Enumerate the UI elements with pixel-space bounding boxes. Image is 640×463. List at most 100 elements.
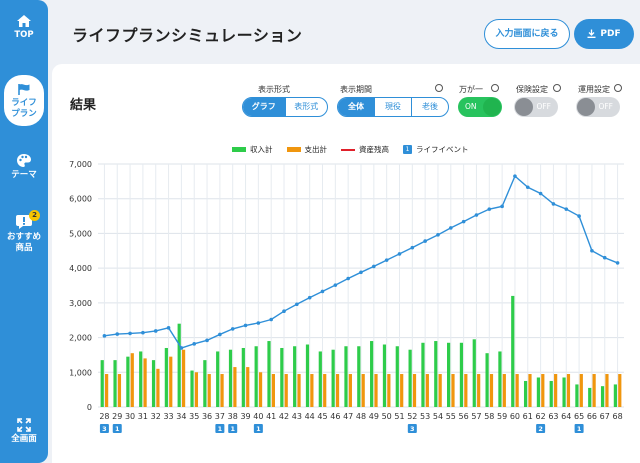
income-bar (305, 344, 310, 407)
income-bar (126, 356, 130, 407)
legend-swatch (286, 147, 301, 152)
x-tick-label: 65 (574, 412, 584, 421)
sidebar-item-fullscreen[interactable]: 全画面 (0, 418, 48, 445)
expense-bar (117, 374, 122, 407)
x-tick-label: 59 (497, 412, 507, 421)
format-graph-option[interactable]: グラフ (243, 98, 285, 116)
legend-expense[interactable]: 支出計 (286, 144, 327, 155)
life-event-marker[interactable] (574, 424, 584, 433)
assets-point (384, 258, 389, 262)
assets-point (397, 252, 402, 256)
income-bar (357, 346, 361, 407)
expense-bar (361, 374, 365, 407)
income-bar (511, 295, 515, 407)
life-event-marker[interactable] (112, 424, 122, 433)
y-tick-label: 6,000 (69, 195, 92, 204)
sidebar-item-theme[interactable]: テーマ (0, 153, 48, 181)
x-tick-label: 38 (228, 412, 238, 421)
emergency-toggle[interactable]: ON (458, 97, 502, 117)
toggle-knob (577, 98, 595, 116)
income-bar (139, 351, 143, 407)
expense-bar (105, 374, 109, 407)
expense-bar (579, 374, 583, 407)
assets-point (269, 317, 273, 322)
settings-gear-icon[interactable] (614, 84, 622, 92)
assets-point (141, 330, 145, 335)
assets-point (551, 202, 556, 206)
assets-point (115, 332, 120, 336)
income-bar (523, 380, 528, 407)
x-tick-label: 30 (125, 412, 135, 421)
assets-point (218, 332, 222, 337)
x-tick-label: 61 (523, 412, 533, 421)
x-tick-label: 42 (279, 412, 289, 421)
period-working-option[interactable]: 現役 (374, 98, 411, 116)
assets-point (256, 321, 261, 325)
income-bar (254, 346, 258, 407)
life-event-marker[interactable] (99, 424, 109, 433)
legend-assets[interactable]: 資産残高 (341, 144, 389, 155)
income-bar (421, 342, 425, 407)
y-tick-label: 4,000 (69, 264, 92, 273)
expense-bar (310, 374, 314, 407)
pdf-button-label: PDF (600, 29, 621, 39)
assets-point (230, 327, 235, 331)
sidebar-item-top[interactable]: TOP (0, 14, 48, 41)
income-bar (613, 384, 617, 407)
sidebar-item-label: ライフ プラン (11, 98, 37, 119)
settings-gear-icon[interactable] (435, 84, 443, 92)
life-event-marker[interactable] (228, 424, 238, 433)
assets-point (487, 207, 492, 211)
format-table-option[interactable]: 表形式 (284, 98, 328, 116)
life-event-marker[interactable] (536, 424, 546, 433)
income-bar (459, 342, 464, 407)
pdf-button[interactable]: PDF (574, 19, 634, 49)
expense-bar (592, 374, 596, 407)
result-title: 結果 (70, 98, 97, 113)
emergency-label: 万が一 (459, 85, 483, 94)
life-event-marker[interactable] (407, 424, 417, 433)
legend-income[interactable]: 収入計 (232, 144, 273, 155)
assets-point (192, 342, 197, 346)
expense-bar (605, 374, 609, 407)
life-event-count: 3 (410, 425, 415, 433)
income-bar (113, 360, 117, 407)
sidebar-item-label: おすすめ 商品 (6, 232, 41, 253)
chart-legend: 収入計 支出計 資産残高 1 ライフイベント (232, 144, 469, 155)
insurance-toggle[interactable]: OFF (514, 97, 558, 117)
income-bar (344, 346, 348, 407)
y-tick-label: 2,000 (69, 334, 92, 343)
legend-swatch (341, 148, 355, 151)
x-tick-label: 51 (394, 412, 404, 421)
income-bar (228, 349, 233, 407)
sidebar-item-lifeplan[interactable]: ライフ プラン (4, 75, 44, 126)
income-bar (536, 377, 541, 407)
settings-gear-icon[interactable] (491, 84, 499, 92)
assets-point (500, 204, 504, 209)
assets-point (474, 213, 479, 217)
income-bar (241, 347, 245, 407)
legend-event[interactable]: 1 ライフイベント (403, 144, 469, 155)
life-event-marker[interactable] (253, 424, 263, 433)
legend-label: 資産残高 (359, 145, 389, 154)
back-to-input-button[interactable]: 入力画面に戻る (484, 19, 570, 49)
expense-bar (477, 374, 481, 407)
x-tick-label: 48 (356, 412, 366, 421)
display-format-toggle: グラフ 表形式 (242, 97, 328, 117)
life-event-marker[interactable] (215, 424, 225, 433)
expense-bar (143, 358, 147, 407)
assets-point (128, 331, 132, 336)
period-all-option[interactable]: 全体 (338, 98, 374, 116)
income-bar (588, 387, 592, 407)
income-bar (575, 384, 579, 407)
assets-point (205, 338, 209, 343)
expense-bar (258, 372, 263, 407)
settings-gear-icon[interactable] (553, 84, 561, 92)
expense-bar (335, 374, 340, 407)
investment-toggle[interactable]: OFF (576, 97, 620, 117)
income-bar (190, 370, 194, 407)
period-retirement-option[interactable]: 老後 (411, 98, 448, 116)
x-tick-label: 68 (612, 412, 622, 421)
expense-bar (464, 374, 468, 407)
sidebar-item-recommend[interactable]: 2 おすすめ 商品 (0, 210, 48, 254)
